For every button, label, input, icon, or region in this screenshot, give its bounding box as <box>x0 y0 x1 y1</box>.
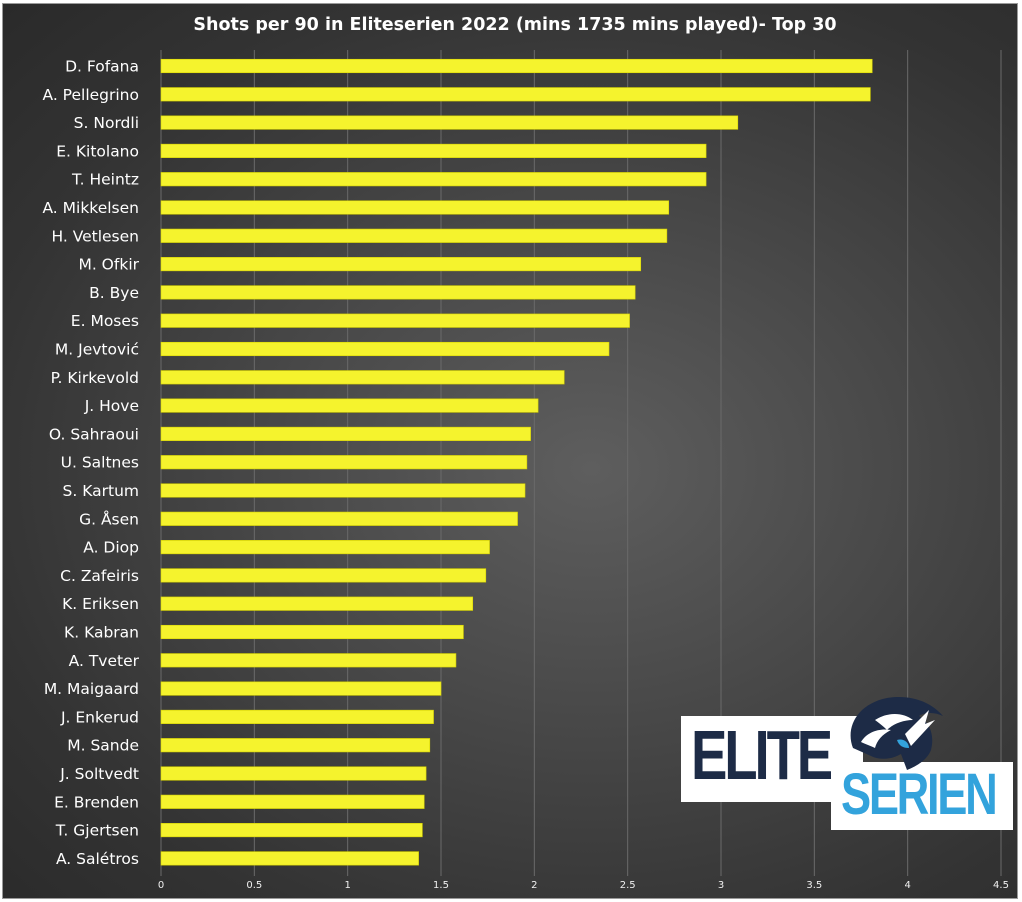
category-label: G. Åsen <box>79 509 139 528</box>
chart-title: Shots per 90 in Eliteserien 2022 (mins 1… <box>193 15 836 35</box>
bar <box>160 653 457 668</box>
x-tick-label: 2 <box>531 880 537 891</box>
x-tick-label: 2.5 <box>620 880 636 891</box>
category-labels: D. Fofana A. Pellegrino S. Nordli E. Kitola… <box>42 58 139 868</box>
bar <box>160 143 707 158</box>
bar <box>160 681 442 696</box>
category-label: T. Gjertsen <box>55 822 139 840</box>
category-label: A. Pellegrino <box>43 86 140 104</box>
x-axis-ticks: 0 0.5 1 1.5 2 2.5 3 3.5 4 4.5 <box>158 880 1009 891</box>
bar <box>160 483 526 498</box>
category-label: M. Jevtović <box>55 341 139 359</box>
bar <box>160 709 434 724</box>
bar-chart: Shots per 90 in Eliteserien 2022 (mins 1… <box>42 15 1009 891</box>
bar <box>160 370 565 385</box>
category-label: K. Eriksen <box>62 595 139 613</box>
bar <box>160 341 610 357</box>
category-label: J. Hove <box>84 397 139 415</box>
bar <box>160 540 490 555</box>
bars <box>160 58 873 866</box>
bar <box>160 455 528 470</box>
x-tick-label: 1.5 <box>433 880 449 891</box>
bar <box>160 851 419 866</box>
category-label: A. Diop <box>83 539 139 557</box>
x-tick-label: 0 <box>158 880 164 891</box>
category-label: M. Ofkir <box>78 256 139 274</box>
logo-serien-text: SERIEN <box>841 762 998 827</box>
category-label: M. Maigaard <box>44 680 139 698</box>
bar <box>160 426 531 441</box>
bar <box>160 285 636 300</box>
category-label: H. Vetlesen <box>51 227 139 245</box>
category-label: B. Bye <box>89 284 139 302</box>
bar <box>160 87 871 102</box>
category-label: U. Saltnes <box>61 454 139 472</box>
chart-area: Shots per 90 in Eliteserien 2022 (mins 1… <box>2 3 1018 899</box>
eliteserien-logo: ELITE SERIEN <box>681 690 1015 830</box>
bar <box>160 766 427 781</box>
x-tick-label: 1 <box>344 880 350 891</box>
logo-serien-panel <box>831 762 1013 830</box>
category-label: S. Kartum <box>63 482 139 500</box>
category-label: C. Zafeiris <box>60 567 139 585</box>
bar <box>160 200 670 215</box>
bar <box>160 596 474 611</box>
bar <box>160 228 668 243</box>
category-label: S. Nordli <box>74 114 139 132</box>
bar <box>160 172 707 187</box>
x-tick-label: 4 <box>904 880 910 891</box>
lion-emblem-icon <box>850 696 943 770</box>
x-tick-label: 0.5 <box>246 880 262 891</box>
bar <box>160 115 739 130</box>
bar <box>160 568 487 583</box>
category-label: J. Enkerud <box>60 708 139 726</box>
bar <box>160 624 464 640</box>
bar <box>160 511 518 526</box>
category-label: T. Heintz <box>71 171 139 189</box>
category-label: E. Brenden <box>54 793 139 811</box>
bar <box>160 257 642 272</box>
category-label: P. Kirkevold <box>51 369 139 387</box>
category-label: A. Mikkelsen <box>42 199 139 217</box>
category-label: J. Soltvedt <box>59 765 139 783</box>
logo-elite-text: ELITE <box>691 716 833 794</box>
x-tick-label: 3 <box>718 880 724 891</box>
bar <box>160 794 425 809</box>
category-label: O. Sahraoui <box>49 425 139 443</box>
bar <box>160 738 431 753</box>
x-tick-label: 4.5 <box>993 880 1009 891</box>
category-label: D. Fofana <box>65 58 139 76</box>
bar <box>160 58 873 74</box>
category-label: K. Kabran <box>64 624 139 642</box>
category-label: E. Moses <box>71 312 139 330</box>
category-label: A. Salétros <box>56 850 139 868</box>
bar <box>160 398 539 413</box>
bar <box>160 823 423 838</box>
category-label: E. Kitolano <box>56 142 139 160</box>
bar <box>160 313 630 328</box>
x-tick-label: 3.5 <box>806 880 822 891</box>
category-label: A. Tveter <box>69 652 140 670</box>
category-label: M. Sande <box>67 737 139 755</box>
